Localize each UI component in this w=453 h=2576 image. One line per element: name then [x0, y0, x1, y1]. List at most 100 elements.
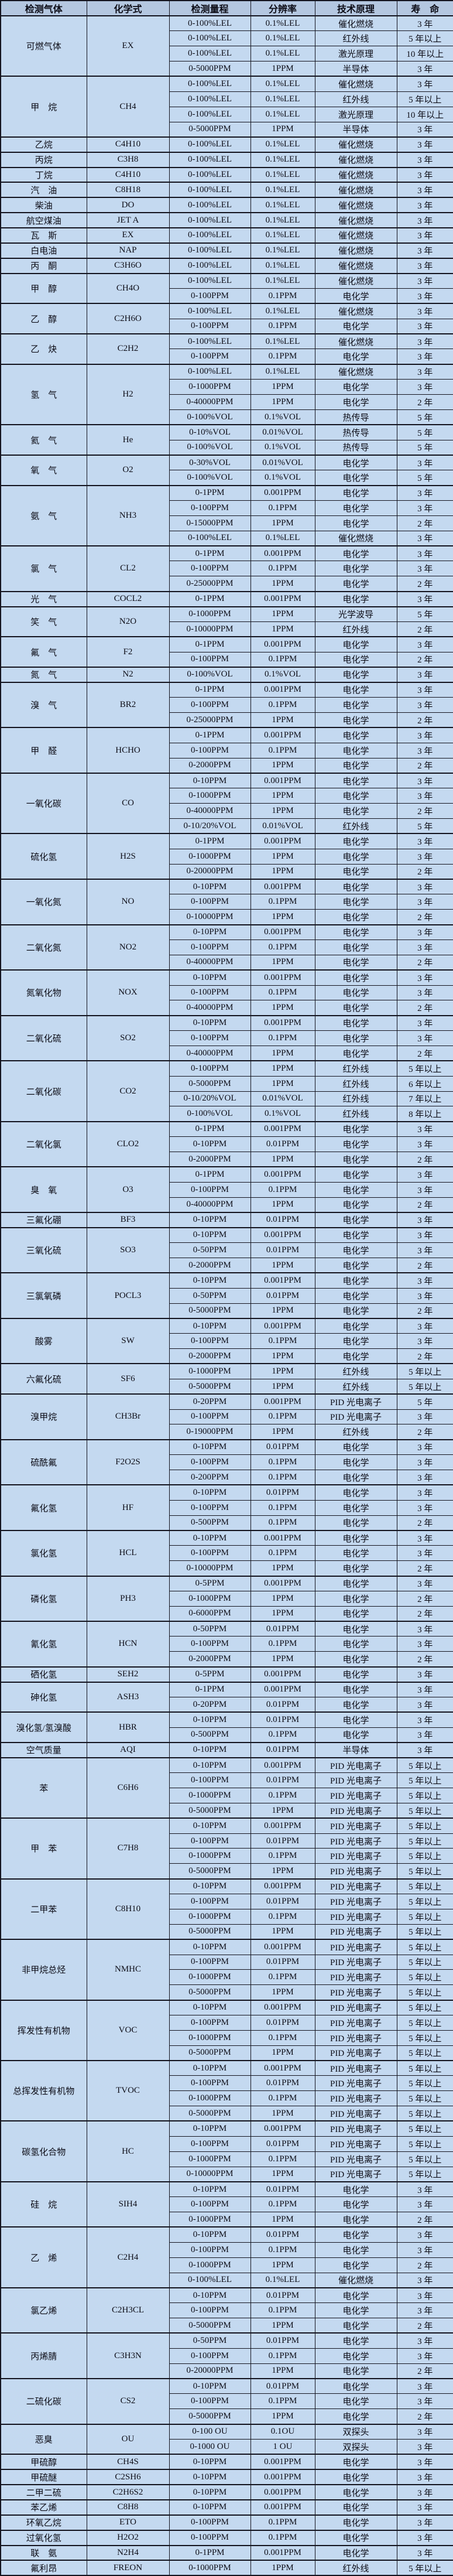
gas-sub-row: 0-100PPM 0.1PPM 电化学 3 年: [1, 1545, 453, 1562]
lifespan-cell: 2 年: [396, 2257, 453, 2273]
gas-group-row: 甲硫醇 CH4S 0-10PPM 0.001PPM 电化学 3 年: [0, 2454, 453, 2470]
lifespan-cell: 5 年以上: [396, 1788, 453, 1803]
range-cell: 0-1PPM: [169, 681, 251, 698]
formula-cell: JET A: [86, 212, 170, 228]
principle-cell: 红外线: [314, 1091, 397, 1107]
gas-sub-row: 0-15000PPM 1PPM 电化学 2 年: [1, 515, 453, 531]
lifespan-cell: 3 年: [396, 333, 453, 350]
principle-cell: PID 光电离子: [314, 1757, 397, 1774]
principle-cell: 热传导: [314, 409, 397, 425]
principle-cell: PID 光电离子: [314, 1984, 397, 2001]
gas-name-cell: 氢 气: [0, 363, 87, 425]
resolution-cell: 1PPM: [250, 1605, 315, 1622]
range-cell: 0-5000PPM: [169, 1984, 251, 2001]
range-cell: 0-100PPM: [169, 1454, 251, 1470]
resolution-cell: 0.001PPM: [250, 878, 315, 895]
gas-name-cell: 过氧化氢: [0, 2529, 87, 2546]
gas-name-cell: 非甲烷总烃: [0, 1939, 87, 2001]
lifespan-cell: 3 年: [396, 76, 453, 92]
formula-cell: COCL2: [86, 590, 170, 607]
principle-cell: 电化学: [314, 863, 397, 880]
formula-cell: SW: [86, 1317, 170, 1364]
lifespan-cell: 3 年: [396, 727, 453, 743]
range-cell: 0-5000PPM: [169, 2408, 251, 2425]
resolution-cell: 1PPM: [250, 1257, 315, 1273]
principle-cell: 电化学: [314, 1484, 397, 1501]
gas-sub-row: 0-100PPM 0.01PPM PID 光电离子 5 年以上: [1, 1894, 453, 1909]
gas-sub-row: 0-100PPM 0.1PPM 电化学 3 年: [1, 2242, 453, 2258]
formula-cell: C2H6S2: [86, 2484, 170, 2500]
resolution-cell: 0.001PPM: [250, 2544, 315, 2561]
range-cell: 0-1PPM: [169, 1681, 251, 1697]
principle-cell: PID 光电离子: [314, 2151, 397, 2167]
gas-sub-row: 0-1000PPM 1PPM 电化学 2 年: [1, 1590, 453, 1607]
gas-group-row: 乙 烯 C2H4 0-10PPM 0.01PPM 电化学 3 年: [0, 2226, 453, 2288]
gas-sub-row: 0-500PPM 0.1PPM 电化学 2 年: [1, 1515, 453, 1531]
resolution-cell: 0.001PPM: [250, 1166, 315, 1183]
gas-name-cell: 恶臭: [0, 2423, 87, 2455]
principle-cell: 催化燃烧: [314, 182, 397, 198]
range-cell: 0-1000PPM: [169, 1908, 251, 1925]
gas-group-row: 溴化氢/氢溴酸 HBR 0-10PPM 0.01PPM 电化学 3 年: [0, 1711, 453, 1743]
lifespan-cell: 5 年以上: [396, 1954, 453, 1970]
gas-group-row: 氯乙烯 C2H3CL 0-10PPM 0.01PPM 电化学 3 年: [0, 2287, 453, 2334]
lifespan-cell: 2 年: [396, 2408, 453, 2425]
lifespan-cell: 3 年: [396, 530, 453, 546]
gas-group-row: 总挥发性有机物 TVOC 0-10PPM 0.001PPM PID 光电离子 5 年以上: [0, 2060, 453, 2121]
range-cell: 0-100%LEL: [169, 91, 251, 107]
principle-cell: 电化学: [314, 2257, 397, 2273]
range-cell: 0-1PPM: [169, 484, 251, 501]
principle-cell: 电化学: [314, 515, 397, 531]
resolution-cell: 0.01%VOL: [250, 454, 315, 471]
gas-sub-row: 0-10000PPM 1PPM PID 光电离子 5 年以上: [1, 2166, 453, 2182]
gas-sub-row: 0-5000PPM 1PPM 电化学 2 年: [1, 2408, 453, 2425]
lifespan-cell: 3 年: [396, 985, 453, 1001]
lifespan-cell: 3 年: [396, 182, 453, 198]
resolution-cell: 0.01PPM: [250, 1711, 315, 1728]
range-cell: 0-1PPM: [169, 833, 251, 849]
resolution-cell: 0.1OU: [250, 2423, 315, 2440]
gas-group-row: 氨 气 NH3 0-1PPM 0.001PPM 电化学 3 年: [0, 484, 453, 546]
resolution-cell: 0.001PPM: [250, 1317, 315, 1334]
resolution-cell: 0.001PPM: [250, 2469, 315, 2485]
gas-name-cell: 二硫化碳: [0, 2378, 87, 2425]
principle-cell: 红外线: [314, 621, 397, 637]
resolution-cell: 0.01PPM: [250, 2332, 315, 2349]
lifespan-cell: 2 年: [396, 863, 453, 880]
range-cell: 0-5000PPM: [169, 121, 251, 138]
principle-cell: 热传导: [314, 424, 397, 440]
gas-sub-row: 0-5000PPM 1PPM PID 光电离子 5 年以上: [1, 2106, 453, 2121]
lifespan-cell: 2 年: [396, 757, 453, 774]
principle-cell: 电化学: [314, 318, 397, 334]
gas-sub-row: 0-100PPM 0.1PPM 电化学 3 年: [1, 1499, 453, 1516]
range-cell: 0-1PPM: [169, 1120, 251, 1137]
resolution-cell: 0.1PPM: [250, 651, 315, 668]
principle-cell: 电化学: [314, 651, 397, 668]
lifespan-cell: 5 年以上: [396, 1772, 453, 1789]
gas-group-row: 一氧化氮 NO 0-10PPM 0.001PPM 电化学 3 年: [0, 878, 453, 925]
range-cell: 0-100PPM: [169, 349, 251, 365]
gas-sub-row: 0-100PPM 0.1PPM 电化学 3 年: [1, 349, 453, 365]
lifespan-cell: 3 年: [396, 454, 453, 471]
gas-sub-row: 0-1000PPM 0.1PPM PID 光电离子 5 年以上: [1, 2151, 453, 2167]
resolution-cell: 1PPM: [250, 394, 315, 410]
gas-sub-row: 0-5000PPM 1PPM PID 光电离子 5 年以上: [1, 1863, 453, 1880]
gas-group-row: 白电油 NAP 0-100%LEL 0.1%LEL 催化燃烧 3 年: [0, 242, 453, 259]
range-cell: 0-40000PPM: [169, 1197, 251, 1213]
range-cell: 0-100PPM: [169, 2136, 251, 2152]
principle-cell: PID 光电离子: [314, 2014, 397, 2031]
formula-cell: ASH3: [86, 1681, 170, 1713]
principle-cell: 半导体: [314, 61, 397, 77]
resolution-cell: 1PPM: [250, 1348, 315, 1364]
range-cell: 0-1000PPM: [169, 1363, 251, 1379]
resolution-cell: 0.1%LEL: [250, 530, 315, 546]
gas-name-cell: 二氧化碳: [0, 1060, 87, 1122]
range-cell: 0-1000PPM: [169, 2560, 251, 2576]
gas-group-row: 丙烯腈 C3H3N 0-50PPM 0.01PPM 电化学 3 年: [0, 2332, 453, 2379]
lifespan-cell: 2 年: [396, 1257, 453, 1273]
range-cell: 0-100%VOL: [169, 1106, 251, 1122]
resolution-cell: 0.01PPM: [250, 2136, 315, 2152]
gas-sub-row: 0-2000PPM 1PPM 电化学 2 年: [1, 1151, 453, 1167]
formula-cell: N2: [86, 666, 170, 683]
principle-cell: 电化学: [314, 1651, 397, 1668]
